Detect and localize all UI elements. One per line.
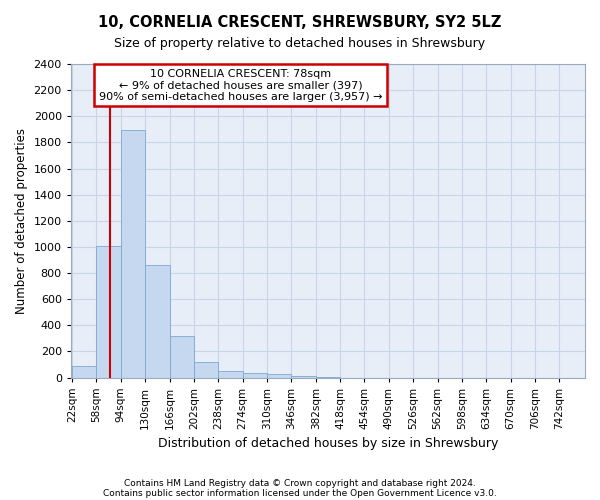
Y-axis label: Number of detached properties: Number of detached properties <box>15 128 28 314</box>
Bar <box>97 246 121 378</box>
Text: 10 CORNELIA CRESCENT: 78sqm
← 9% of detached houses are smaller (397)
90% of sem: 10 CORNELIA CRESCENT: 78sqm ← 9% of deta… <box>99 68 382 102</box>
Bar <box>292 376 316 378</box>
Bar <box>121 130 145 378</box>
Bar <box>170 336 194 378</box>
Bar <box>316 377 340 378</box>
Bar <box>72 366 97 378</box>
X-axis label: Distribution of detached houses by size in Shrewsbury: Distribution of detached houses by size … <box>158 437 498 450</box>
Bar <box>194 362 218 378</box>
Bar <box>145 265 170 378</box>
Text: Contains HM Land Registry data © Crown copyright and database right 2024.: Contains HM Land Registry data © Crown c… <box>124 478 476 488</box>
Bar <box>242 372 267 378</box>
Bar <box>218 371 242 378</box>
Text: Contains public sector information licensed under the Open Government Licence v3: Contains public sector information licen… <box>103 488 497 498</box>
Bar <box>267 374 292 378</box>
Text: 10, CORNELIA CRESCENT, SHREWSBURY, SY2 5LZ: 10, CORNELIA CRESCENT, SHREWSBURY, SY2 5… <box>98 15 502 30</box>
Text: Size of property relative to detached houses in Shrewsbury: Size of property relative to detached ho… <box>115 38 485 51</box>
